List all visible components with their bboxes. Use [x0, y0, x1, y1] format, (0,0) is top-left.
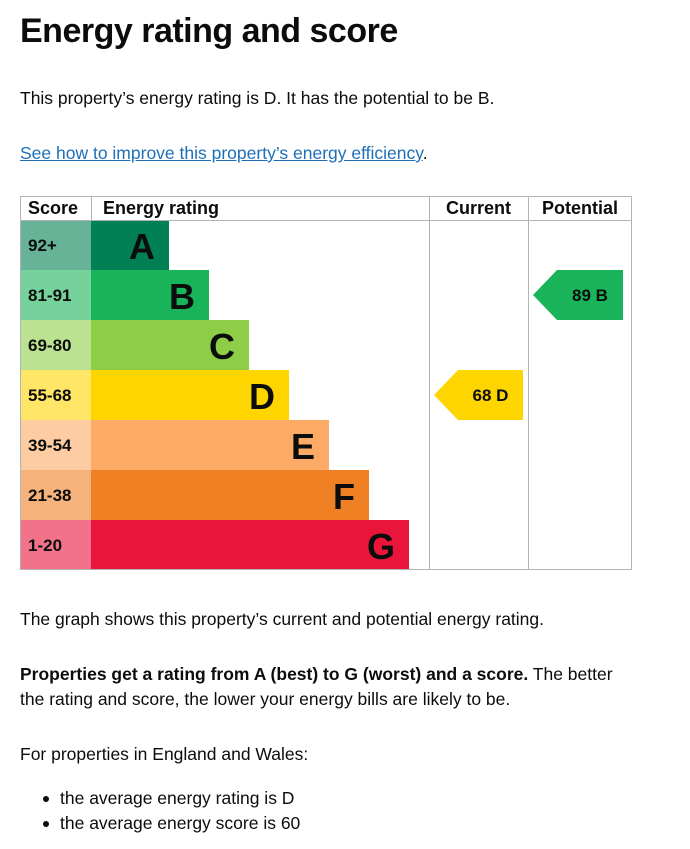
page-title: Energy rating and score	[20, 12, 398, 50]
rating-letter-a: A	[129, 226, 155, 267]
current-rating-arrow	[434, 370, 523, 420]
chart-header-score: Score	[28, 198, 78, 218]
current-rating-label: 68 D	[473, 386, 509, 405]
rating-explanation-bold: Properties get a rating from A (best) to…	[20, 664, 529, 684]
energy-rating-chart: Score Energy rating Current Potential 92+ A 81…	[20, 196, 632, 570]
list-item: the average energy rating is D	[20, 786, 300, 811]
score-label-g: 1-20	[28, 536, 62, 555]
score-cell-e	[20, 420, 91, 470]
improve-paragraph: See how to improve this property’s energ…	[20, 141, 428, 166]
intro-text: This property’s energy rating is D. It h…	[20, 88, 495, 108]
graph-note: The graph shows this property’s current …	[20, 609, 545, 629]
averages-list: the average energy rating is D the avera…	[20, 786, 300, 836]
score-label-d: 55-68	[28, 386, 71, 405]
rating-bar-b	[91, 270, 209, 320]
rating-bar-a	[91, 220, 169, 270]
england-wales-intro: For properties in England and Wales:	[20, 744, 309, 764]
score-cell-b	[20, 270, 91, 320]
score-cell-d	[20, 370, 91, 420]
score-cell-f	[20, 470, 91, 520]
link-period: .	[422, 143, 428, 163]
rating-explanation-rest2: the rating and score, the lower your ene…	[20, 689, 511, 709]
score-label-a: 92+	[28, 236, 57, 255]
rating-bar-g	[91, 520, 409, 570]
score-label-e: 39-54	[28, 436, 72, 455]
rating-explanation: Properties get a rating from A (best) to…	[20, 662, 613, 712]
rating-letter-e: E	[291, 426, 315, 467]
rating-letter-f: F	[333, 476, 355, 517]
list-item: the average energy score is 60	[20, 811, 300, 836]
rating-letter-c: C	[209, 326, 235, 367]
rating-letter-d: D	[249, 376, 275, 417]
chart-header-rating: Energy rating	[103, 198, 219, 218]
score-cell-a	[20, 220, 91, 270]
potential-rating-label: 89 B	[572, 286, 608, 305]
rating-bar-d	[91, 370, 289, 420]
score-label-c: 69-80	[28, 336, 71, 355]
score-label-f: 21-38	[28, 486, 71, 505]
improve-efficiency-link[interactable]: See how to improve this property’s energ…	[20, 143, 423, 163]
rating-bar-c	[91, 320, 249, 370]
rating-letter-g: G	[367, 526, 395, 567]
rating-letter-b: B	[169, 276, 195, 317]
chart-border	[20, 196, 632, 570]
chart-header-current: Current	[446, 198, 511, 218]
rating-explanation-rest1: The better	[528, 664, 613, 684]
chart-header-potential: Potential	[542, 198, 618, 218]
rating-bar-e	[91, 420, 329, 470]
score-cell-c	[20, 320, 91, 370]
potential-rating-arrow	[533, 270, 623, 320]
chart-header-row	[20, 196, 632, 220]
rating-bar-f	[91, 470, 369, 520]
score-cell-g	[20, 520, 91, 570]
score-label-b: 81-91	[28, 286, 71, 305]
